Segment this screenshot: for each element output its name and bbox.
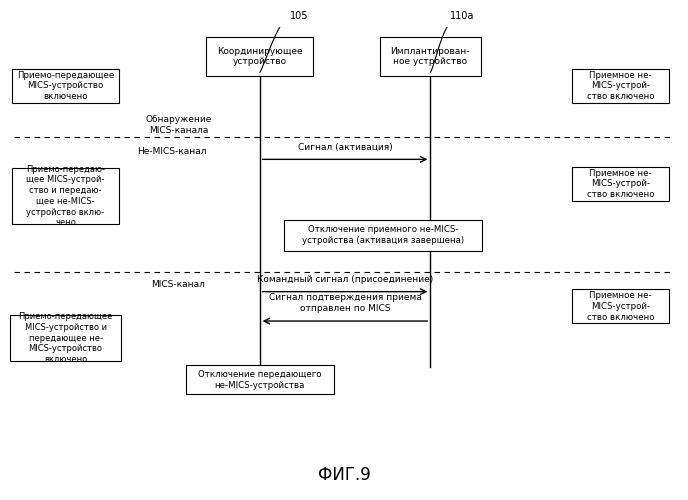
Text: Приемное не-
MICS-устрой-
ство включено: Приемное не- MICS-устрой- ство включено [587, 70, 654, 101]
Text: Сигнал (активация): Сигнал (активация) [298, 142, 392, 152]
Text: 105: 105 [290, 10, 308, 20]
Text: Приемное не-
MICS-устрой-
ство включено: Приемное не- MICS-устрой- ство включено [587, 168, 654, 199]
Text: Имплантирован-
ное устройство: Имплантирован- ное устройство [391, 46, 470, 66]
Text: Приемо-передающее
MICS-устройство
включено: Приемо-передающее MICS-устройство включе… [17, 70, 114, 101]
FancyBboxPatch shape [206, 37, 313, 76]
FancyBboxPatch shape [12, 69, 119, 103]
FancyBboxPatch shape [572, 69, 669, 103]
FancyBboxPatch shape [10, 315, 121, 361]
Text: 110a: 110a [450, 10, 474, 20]
Text: Не-MICS-канал: Не-MICS-канал [138, 148, 207, 156]
Text: Координирующее
устройство: Координирующее устройство [217, 46, 303, 66]
Text: Отключение приемного не-MICS-
устройства (активация завершена): Отключение приемного не-MICS- устройства… [302, 226, 464, 245]
Text: MICS-канал: MICS-канал [151, 280, 205, 289]
FancyBboxPatch shape [572, 290, 669, 324]
Text: Приемо-передающее
MICS-устройство и
передающее не-
MICS-устройство
включено: Приемо-передающее MICS-устройство и пере… [19, 312, 113, 364]
FancyBboxPatch shape [572, 167, 669, 201]
FancyBboxPatch shape [284, 220, 482, 251]
FancyBboxPatch shape [186, 366, 334, 394]
FancyBboxPatch shape [12, 168, 119, 224]
Text: Приемное не-
MICS-устрой-
ство включено: Приемное не- MICS-устрой- ство включено [587, 291, 654, 322]
Text: Отключение передающего
не-MICS-устройства: Отключение передающего не-MICS-устройств… [198, 370, 321, 390]
Text: Командный сигнал (присоединение): Командный сигнал (присоединение) [257, 275, 433, 284]
FancyBboxPatch shape [380, 37, 480, 76]
Text: Обнаружение
MICS-канала: Обнаружение MICS-канала [146, 116, 212, 135]
Text: ФИГ.9: ФИГ.9 [318, 466, 370, 484]
Text: Приемо-передаю-
щее MICS-устрой-
ство и передаю-
щее не-MICS-
устройство вклю-
ч: Приемо-передаю- щее MICS-устрой- ство и … [26, 164, 105, 228]
Text: Сигнал подтверждения приема
отправлен по MICS: Сигнал подтверждения приема отправлен по… [268, 294, 422, 313]
